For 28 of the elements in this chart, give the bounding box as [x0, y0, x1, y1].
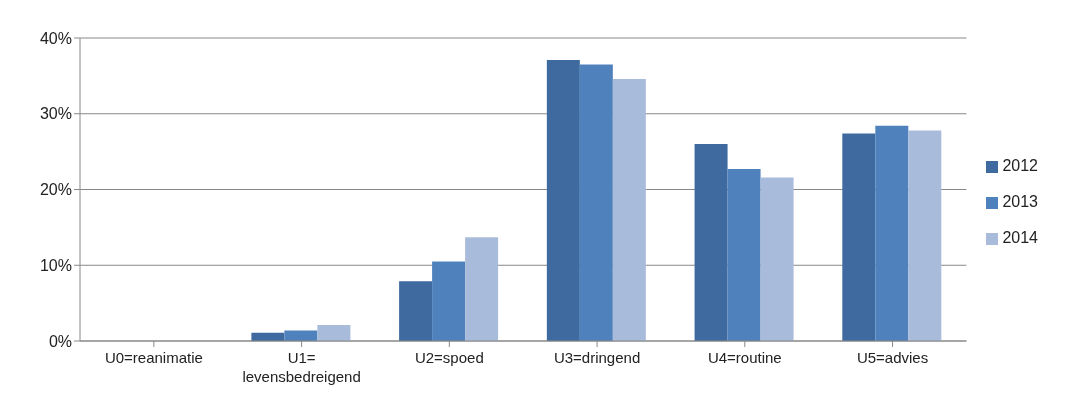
x-tick-label: U4=routine [707, 349, 782, 366]
x-tick-label: U0=reanimatie [104, 349, 203, 366]
bar [465, 237, 499, 341]
bar [432, 261, 466, 341]
bar [875, 125, 909, 341]
bar [612, 78, 646, 341]
bar [317, 325, 351, 341]
y-tick-label: 0% [48, 332, 72, 350]
bar [284, 330, 318, 341]
bar [694, 144, 728, 341]
bar [908, 130, 942, 341]
y-tick-label: 40% [39, 29, 72, 47]
bar [546, 59, 580, 341]
y-tick-label: 20% [39, 181, 72, 199]
bar [842, 133, 876, 341]
bar [760, 177, 794, 341]
bar [399, 281, 433, 341]
bar [579, 64, 613, 341]
y-tick-label: 30% [39, 105, 72, 123]
x-tick-label: U5=advies [856, 349, 929, 366]
x-tick-label: U2=spoed [414, 349, 484, 366]
y-tick-label: 10% [39, 256, 72, 274]
legend-label: 2014 [1002, 229, 1038, 246]
bar [727, 169, 761, 341]
legend-label: 2013 [1002, 193, 1038, 210]
x-tick-label: U1= levensbedreigend [242, 349, 361, 385]
legend-label: 2012 [1002, 157, 1038, 174]
x-tick-label: U3=dringend [553, 349, 641, 366]
